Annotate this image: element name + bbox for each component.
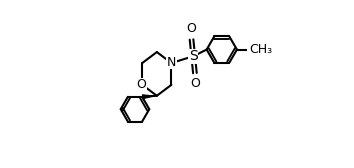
Text: CH₃: CH₃	[250, 43, 273, 56]
Polygon shape	[142, 94, 157, 99]
Text: N: N	[167, 56, 176, 69]
Text: S: S	[189, 49, 198, 63]
Text: O: O	[190, 77, 200, 90]
Text: O: O	[136, 78, 146, 91]
Text: O: O	[187, 22, 196, 35]
